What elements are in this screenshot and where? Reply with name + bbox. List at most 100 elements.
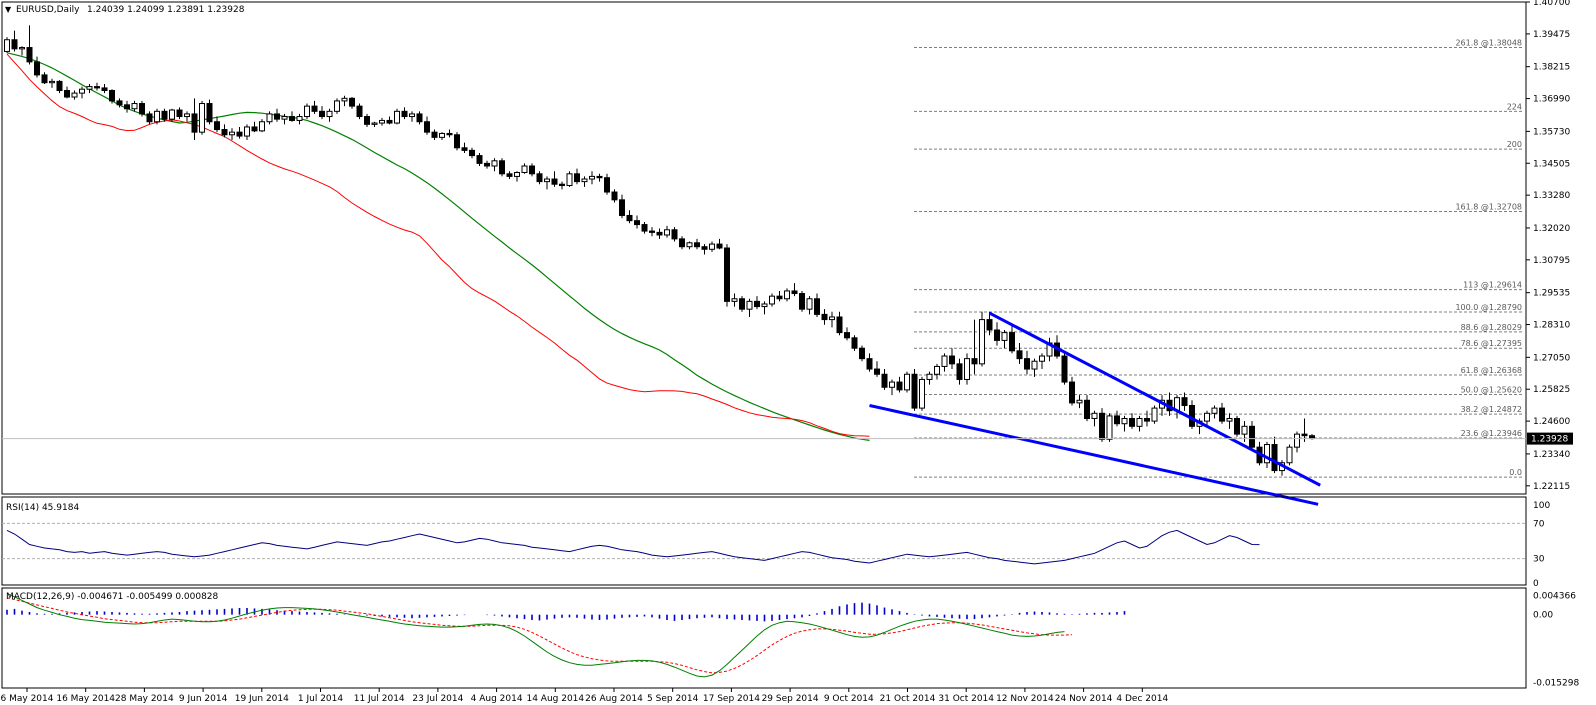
candle-body	[26, 47, 33, 63]
candle-body	[1024, 358, 1030, 370]
macd-panel: 0.004366 0.00 -0.015298 MACD(12,26,9) -0.0…	[1, 587, 1579, 689]
time-axis-label: 5 Sep 2014	[647, 694, 699, 704]
candle-body	[806, 298, 813, 310]
candle-body	[19, 47, 25, 50]
price-axis-label: 1.34505	[1533, 159, 1570, 169]
candle-body	[476, 155, 483, 164]
candle-body	[334, 100, 340, 112]
candle-body	[904, 373, 910, 391]
candle-body	[416, 113, 423, 123]
candle-body	[431, 131, 438, 138]
candle-body	[566, 173, 573, 187]
candle-body	[1181, 397, 1188, 406]
candle-body	[11, 39, 18, 50]
macd-signal-line	[6, 597, 1073, 674]
fib-level-label: 50.0 @1.25620	[1461, 386, 1522, 395]
candle-body	[956, 363, 963, 380]
candle-body	[1189, 404, 1195, 427]
fib-level-label: 261.8 @1.38048	[1455, 39, 1522, 48]
candle-body	[934, 365, 940, 375]
candle-body	[1001, 332, 1008, 341]
candle-body	[1144, 418, 1150, 422]
candle-body	[739, 298, 745, 310]
candle-body	[424, 121, 430, 133]
price-axis-label: 1.38215	[1533, 63, 1570, 73]
candle-body	[971, 358, 978, 365]
candle-body	[514, 172, 520, 177]
candle-body	[101, 87, 108, 92]
candle-body	[656, 231, 663, 236]
candle-body	[611, 191, 618, 201]
candle-body	[1286, 446, 1293, 464]
candle-body	[574, 173, 580, 183]
price-axis-label: 1.32020	[1533, 224, 1570, 234]
candle-body	[1106, 415, 1113, 440]
candle-body	[41, 74, 48, 84]
trendline-lower	[869, 404, 1319, 506]
candle-body	[1121, 418, 1128, 425]
candle-body	[896, 381, 903, 391]
candle-body	[274, 113, 280, 120]
candle-body	[724, 247, 730, 302]
candle-body	[686, 242, 693, 248]
candle-body	[79, 88, 85, 94]
candle-body	[319, 110, 325, 118]
candle-body	[506, 173, 513, 177]
time-axis-label: 21 Oct 2014	[880, 694, 936, 704]
price-axis-label: 1.23340	[1533, 450, 1570, 460]
candle-body	[836, 316, 843, 334]
rsi-axis-label: 100	[1533, 501, 1550, 511]
candle-body	[799, 293, 805, 310]
candle-body	[191, 113, 198, 133]
time-axis-label: 31 Oct 2014	[938, 694, 994, 704]
candle-body	[1009, 332, 1015, 352]
candle-body	[1264, 444, 1270, 464]
rsi-axis-label: 0	[1533, 579, 1539, 589]
candle-body	[304, 105, 310, 118]
candle-body	[694, 242, 700, 248]
macd-signal-polyline	[6, 597, 1073, 674]
candle-body	[1151, 407, 1158, 422]
time-axis-label: 17 Sep 2014	[703, 694, 760, 704]
time-axis-label: 26 Aug 2014	[585, 694, 643, 704]
fib-level-label: 113 @1.29614	[1463, 281, 1522, 290]
candle-body	[454, 134, 460, 149]
candle-body	[349, 97, 355, 107]
candle-body	[356, 105, 363, 118]
price-axis-label: 1.33280	[1533, 191, 1570, 201]
macd-main-line	[6, 592, 1065, 678]
candle-body	[536, 173, 543, 183]
price-panel: 261.8 @1.38048 224 200 161.8 @1.32708 113 @1…	[1, 0, 1573, 506]
candle-body	[296, 116, 303, 121]
price-panel-frame	[1, 1, 1527, 495]
candle-body	[784, 290, 790, 300]
candle-body	[589, 175, 595, 180]
candle-body	[341, 97, 348, 102]
candle-body	[259, 121, 265, 132]
candle-body	[461, 147, 468, 151]
fib-level-label: 200	[1507, 140, 1522, 149]
candle-body	[881, 373, 888, 388]
candle-body	[206, 103, 213, 123]
rsi-levels	[2, 522, 1526, 560]
candle-body	[34, 61, 40, 76]
candle-body	[161, 110, 168, 120]
price-axis-label: 1.27050	[1533, 353, 1570, 363]
rsi-axis: 100 70 30 0	[1533, 501, 1550, 589]
candle-body	[821, 313, 828, 321]
rsi-axis-label: 70	[1533, 519, 1545, 529]
candle-body	[649, 230, 655, 233]
candle-body	[544, 178, 550, 183]
time-axis-label: 4 Dec 2014	[1116, 694, 1168, 704]
candle-body	[791, 290, 798, 295]
candle-body	[964, 358, 970, 380]
current-price-tag: 1.23928	[1527, 432, 1573, 445]
candle-body	[364, 116, 370, 125]
moving-average-slow	[6, 52, 870, 441]
candle-body	[889, 381, 895, 388]
moving-average-fast-line	[6, 53, 870, 437]
candle-body	[1091, 412, 1098, 420]
candle-body	[1136, 418, 1143, 427]
candle-body	[529, 165, 535, 175]
candle-body	[266, 113, 273, 123]
